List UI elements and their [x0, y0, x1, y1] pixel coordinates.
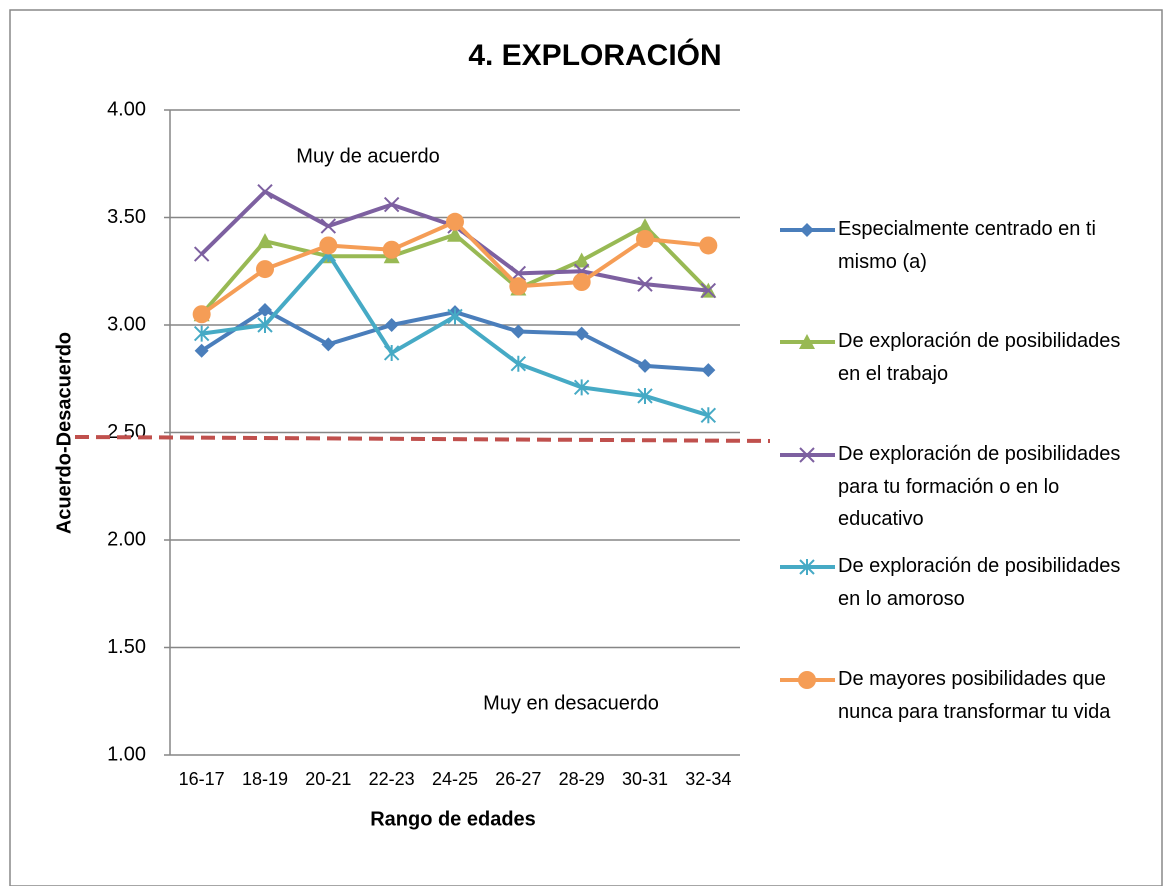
y-tick-label: 1.50	[107, 636, 146, 658]
legend-label: De exploración de posibilidades en el tr…	[838, 330, 1121, 385]
x-tick-label: 18-19	[242, 769, 288, 789]
point	[511, 324, 526, 339]
annotation: Muy de acuerdo	[296, 145, 439, 167]
x-axis-title: Rango de edades	[370, 808, 536, 830]
legend-label: Especialmente centrado en ti mismo (a)	[838, 218, 1096, 273]
x-tick-label: 24-25	[432, 769, 478, 789]
y-tick-label: 2.00	[107, 528, 146, 550]
chart-frame	[9, 9, 1163, 886]
point	[447, 226, 463, 242]
point	[319, 236, 338, 255]
point	[700, 282, 717, 299]
point	[447, 308, 463, 325]
point	[637, 387, 653, 404]
reference-line	[74, 434, 771, 443]
point	[510, 355, 527, 372]
annotation: Muy en desacuerdo	[483, 692, 659, 714]
legend-marker	[799, 559, 815, 575]
point	[701, 363, 716, 378]
x-tick-label: 26-27	[495, 769, 541, 789]
point	[193, 246, 210, 262]
x-tick-label: 22-23	[369, 769, 415, 789]
point	[383, 344, 400, 361]
y-axis-title: Acuerdo-Desacuerdo	[53, 332, 75, 534]
y-tick-label: 4.00	[107, 98, 146, 120]
x-tick-label: 20-21	[305, 769, 351, 789]
x-tick-label: 30-31	[622, 769, 668, 789]
point	[572, 273, 591, 291]
legend-marker	[798, 671, 816, 689]
point	[446, 212, 464, 231]
point	[699, 236, 718, 255]
legend-label: De exploración de posibilidades para tu …	[838, 443, 1121, 530]
x-tick-label: 16-17	[179, 769, 225, 789]
y-tick-label: 2.50	[107, 421, 146, 443]
point	[510, 265, 527, 282]
point	[700, 407, 717, 424]
y-tick-label: 3.00	[107, 313, 146, 335]
chart-title: 4. EXPLORACIÓN	[468, 38, 721, 72]
point	[193, 325, 210, 342]
x-tick-label: 32-34	[685, 769, 731, 789]
point	[257, 317, 273, 333]
point	[194, 343, 209, 358]
point	[256, 260, 274, 279]
point	[257, 183, 273, 200]
y-tick-label: 3.50	[107, 206, 146, 228]
x-tick-label: 28-29	[559, 769, 605, 789]
legend-label: De exploración de posibilidades en lo am…	[838, 555, 1121, 610]
point	[637, 276, 653, 292]
point	[321, 337, 336, 352]
point	[384, 318, 399, 332]
legend-marker	[799, 334, 815, 349]
point	[509, 277, 528, 296]
point	[573, 252, 590, 268]
y-tick-label: 1.00	[107, 743, 146, 765]
point	[383, 196, 400, 213]
point	[257, 233, 273, 249]
legend-marker	[800, 223, 814, 237]
point	[320, 218, 337, 234]
point	[636, 230, 654, 248]
legend-marker	[799, 447, 815, 463]
point	[382, 240, 401, 259]
point	[573, 379, 590, 396]
point	[258, 302, 272, 317]
point	[192, 305, 211, 324]
point	[638, 358, 652, 373]
point	[574, 326, 589, 341]
point	[637, 218, 653, 234]
legend-label: De mayores posibilidades que nunca para …	[838, 668, 1111, 723]
